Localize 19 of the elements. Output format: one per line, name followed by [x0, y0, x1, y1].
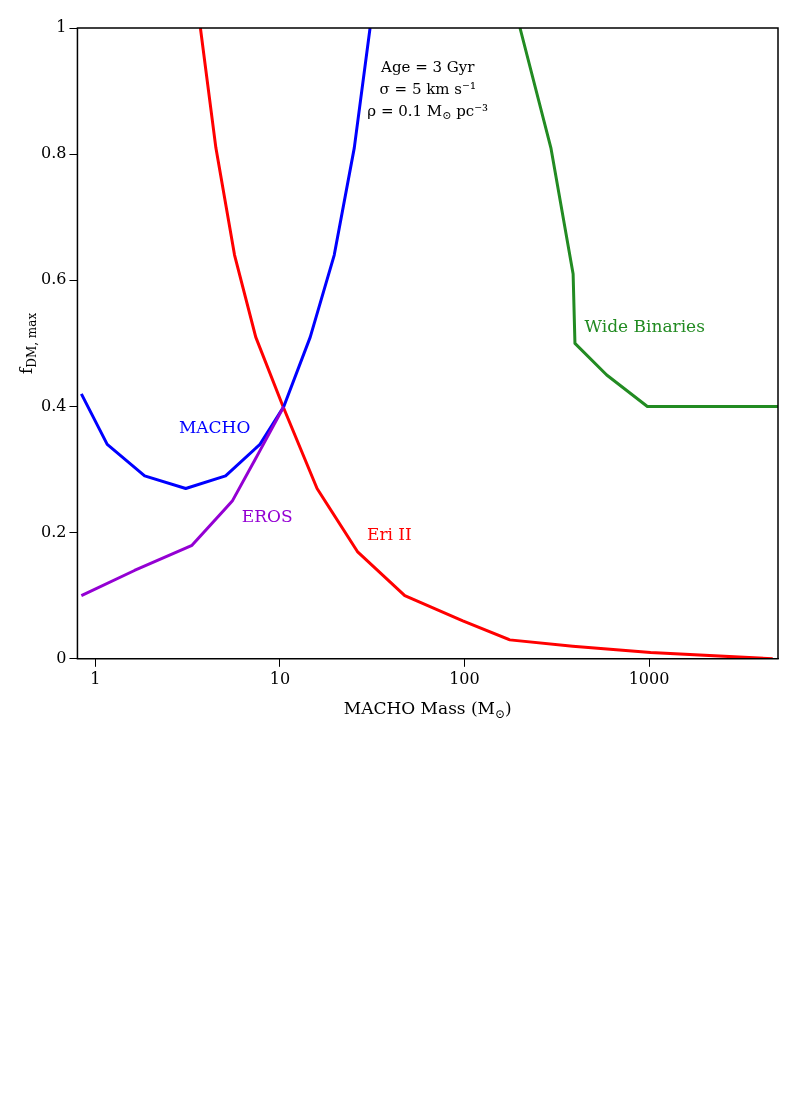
x-tick-label: 100 [449, 668, 480, 688]
y-tick-label: 0.2 [40, 521, 67, 541]
x-tick-label: 10 [269, 668, 291, 688]
y-tick-label: 0.8 [40, 143, 67, 163]
annotation: ρ = 0.1 M⊙ pc⁻³ [367, 101, 489, 123]
x-axis-title: MACHO Mass (M⊙) [343, 698, 512, 722]
x-tick-label: 1000 [628, 668, 670, 688]
y-tick-label: 1 [56, 17, 67, 37]
y-tick-label: 0.4 [40, 395, 67, 415]
y-tick-label: 0 [56, 647, 67, 667]
series-label: Eri II [366, 523, 412, 544]
series-label: Wide Binaries [584, 315, 705, 336]
annotation: σ = 5 km s⁻¹ [379, 79, 476, 98]
x-tick-label: 1 [90, 668, 101, 688]
annotation: Age = 3 Gyr [380, 57, 476, 76]
series-label: EROS [241, 505, 293, 526]
y-tick-label: 0.6 [40, 269, 67, 289]
y-axis-title: fDM, max [16, 312, 40, 374]
series-label: MACHO [178, 416, 251, 437]
